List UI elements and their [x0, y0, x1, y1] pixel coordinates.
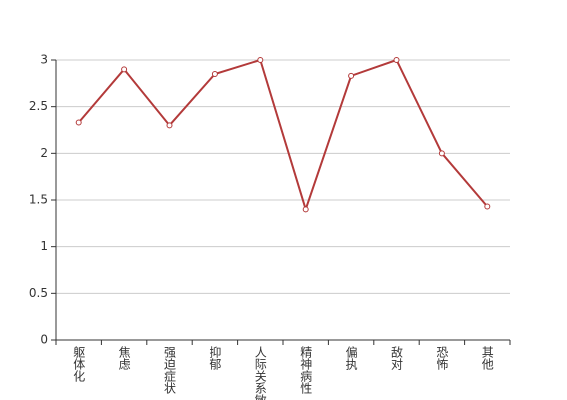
- x-tick-label: 恐怖: [435, 346, 449, 370]
- x-tick-label: 抑郁: [208, 345, 222, 371]
- point: [121, 66, 128, 73]
- point: [211, 71, 218, 77]
- x-tick-label: 精神病性: [299, 346, 313, 395]
- point: [257, 57, 264, 63]
- y-tick-label: 1.5: [29, 193, 48, 207]
- point: [438, 150, 445, 157]
- point: [348, 72, 355, 79]
- point: [484, 203, 491, 210]
- x-tick-label: 偏执: [344, 345, 358, 371]
- x-tick-label: 敌对: [390, 345, 404, 370]
- y-tick-label: 3: [40, 53, 48, 67]
- y-tick-label: 0.5: [29, 286, 48, 300]
- y-tick-label: 1: [40, 239, 48, 253]
- point: [166, 122, 173, 129]
- y-tick-label: 2: [40, 146, 48, 160]
- line: [77, 58, 489, 213]
- y-tick-label: 2.5: [29, 99, 48, 113]
- x-tick-label: 其他: [480, 346, 494, 370]
- point: [75, 119, 82, 126]
- point: [302, 206, 309, 213]
- x-tick-label: 躯体化: [72, 345, 86, 383]
- x-tick-label: 强迫症状: [163, 346, 177, 394]
- x-tick-label: 焦虑: [117, 346, 131, 370]
- point: [393, 57, 400, 63]
- x-tick-label: 人际关系敏感: [253, 346, 267, 400]
- y-tick-label: 0: [40, 333, 48, 347]
